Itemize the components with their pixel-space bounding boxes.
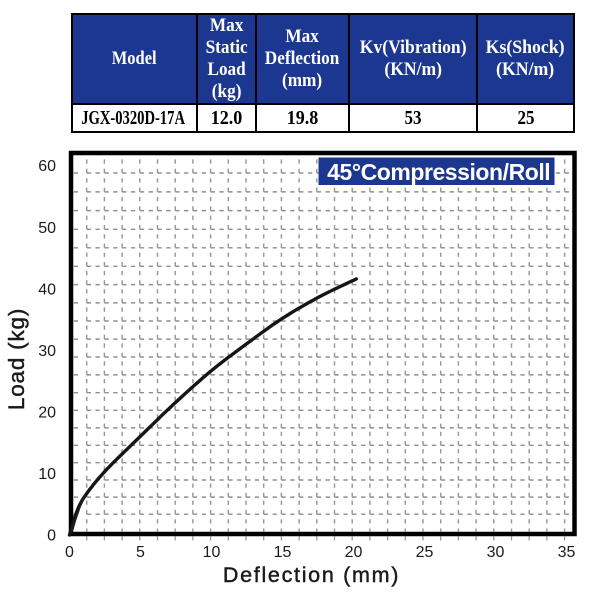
svg-text:5: 5 xyxy=(136,544,145,561)
svg-text:40: 40 xyxy=(38,281,56,298)
svg-text:15: 15 xyxy=(274,544,292,561)
svg-text:25: 25 xyxy=(416,544,434,561)
svg-text:20: 20 xyxy=(345,544,363,561)
svg-text:50: 50 xyxy=(38,220,56,237)
svg-text:10: 10 xyxy=(203,544,221,561)
svg-text:Load (kg): Load (kg) xyxy=(4,308,29,410)
svg-text:Deflection (mm): Deflection (mm) xyxy=(223,563,400,587)
svg-text:45°Compression/Roll: 45°Compression/Roll xyxy=(327,159,550,185)
svg-text:30: 30 xyxy=(38,343,56,360)
svg-text:30: 30 xyxy=(487,544,505,561)
svg-text:0: 0 xyxy=(65,544,74,561)
svg-text:35: 35 xyxy=(558,544,576,561)
svg-text:20: 20 xyxy=(38,405,56,422)
svg-text:0: 0 xyxy=(47,528,56,545)
svg-text:10: 10 xyxy=(38,466,56,483)
svg-text:60: 60 xyxy=(38,158,56,175)
